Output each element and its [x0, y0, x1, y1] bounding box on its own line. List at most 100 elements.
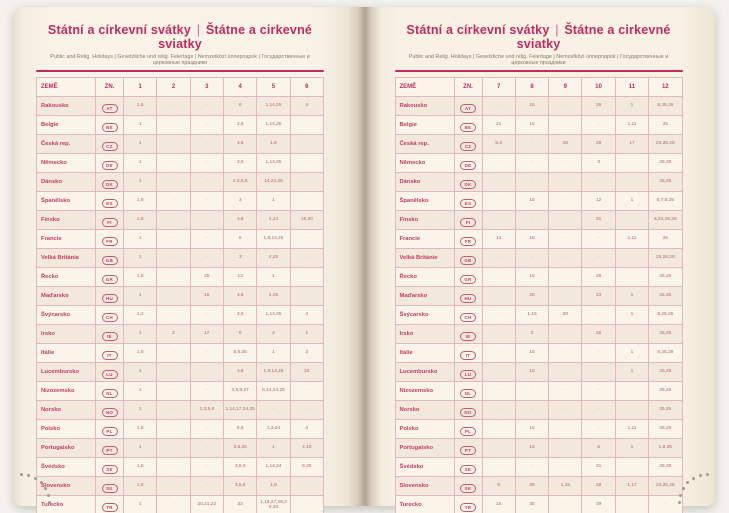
header-row: ZEMĚ ZN. 7 8 9 10 11 12	[394, 77, 683, 97]
holiday-dates-cell: 1,6	[122, 343, 158, 363]
holiday-dates-cell: 1,25	[256, 286, 291, 306]
holiday-dates-cell: -	[481, 343, 516, 363]
holiday-dates-cell: 5	[581, 438, 616, 458]
holiday-dates-cell: 28	[581, 476, 616, 496]
holiday-dates-cell: 25	[648, 229, 683, 249]
holiday-dates-cell: 28	[581, 267, 616, 287]
country-name: Polsko	[36, 419, 96, 439]
country-name: Švýcarsko	[394, 305, 455, 325]
holiday-dates-cell: -	[514, 153, 550, 173]
holiday-dates-cell: -	[156, 457, 191, 477]
code-cell: FR	[453, 229, 483, 249]
code-cell: AT	[453, 96, 483, 116]
table-row: Rakousko AT 1,6- -6 1,14,25 4	[36, 96, 325, 116]
table-row: Lucembursko LU -15- -1 25,26	[394, 362, 683, 382]
holiday-dates-cell: 6	[222, 324, 258, 344]
holiday-dates-cell: 5,6	[481, 134, 516, 154]
holiday-dates-cell: 25,26	[648, 324, 683, 344]
table-row: Itálie IT 1,6- -5,6,25 1 2	[36, 343, 325, 363]
country-name: Itálie	[36, 343, 96, 363]
table-row: Slovensko SK 5 29 1,15 28 1,17 24,25,26	[394, 476, 683, 496]
code-cell: DE	[95, 153, 124, 173]
code-cell: DE	[453, 153, 483, 173]
country-name: Německo	[36, 153, 96, 173]
code-cell: DK	[95, 172, 124, 192]
holiday-dates-cell: -	[581, 381, 616, 401]
holiday-dates-cell: 21	[481, 115, 516, 135]
code-cell: CZ	[453, 134, 483, 154]
table-row: Lucembursko LU 1- -3,6 1,9,14,25 23	[36, 362, 325, 382]
holiday-dates-cell: 4,10	[289, 438, 325, 458]
country-name: Francie	[394, 229, 455, 249]
holiday-dates-cell: -	[481, 362, 516, 382]
holiday-dates-cell: -	[548, 495, 583, 513]
country-code-badge: ES	[101, 199, 118, 208]
corner-dot	[27, 473, 31, 477]
holiday-dates-cell: 19,20	[289, 210, 325, 230]
holiday-dates-cell: 31	[581, 210, 616, 230]
holiday-dates-cell: -	[614, 172, 650, 192]
country-code-badge: FI	[460, 218, 476, 227]
holiday-dates-cell: 1,6	[122, 210, 158, 230]
country-name: Velká Británie	[394, 248, 455, 268]
country-code-badge: IE	[460, 332, 476, 341]
holiday-dates-cell: 15	[189, 286, 224, 306]
code-cell: GB	[453, 248, 483, 268]
holiday-dates-cell: 25,26	[648, 400, 683, 420]
holiday-dates-cell: -	[156, 381, 191, 401]
holiday-dates-cell: -	[189, 438, 224, 458]
table-row: Dánsko DK - - - - -25,26	[394, 172, 683, 192]
holiday-dates-cell: 15	[481, 495, 516, 513]
holiday-dates-cell: 29	[514, 476, 550, 496]
holiday-dates-cell: -	[156, 153, 191, 173]
holiday-dates-cell: 1,8,14,25	[256, 229, 291, 249]
title-czech: Státní a církevní svátky	[406, 23, 550, 37]
holiday-dates-cell: 1,9,14,25	[256, 362, 291, 382]
corner-dot	[698, 473, 702, 477]
holiday-dates-cell: 20	[514, 286, 550, 306]
holiday-dates-cell: -	[156, 172, 191, 192]
holiday-dates-cell: 1,2	[122, 305, 158, 325]
page-title: Státní a církevní svátky | Štátne a cirk…	[36, 23, 324, 51]
holiday-dates-cell: 1	[122, 400, 158, 420]
holiday-dates-cell: 24,25,26	[648, 134, 683, 154]
holiday-dates-cell: 1,14,25	[256, 96, 291, 116]
country-name: Belgie	[394, 115, 455, 135]
holiday-dates-cell: 17	[614, 134, 650, 154]
code-cell: GR	[453, 267, 483, 287]
country-code-badge: GR	[460, 275, 476, 284]
holiday-dates-cell: 25,26	[648, 153, 683, 173]
country-name: Norsko	[36, 400, 96, 420]
holiday-dates-cell: -	[189, 115, 224, 135]
holiday-dates-cell: 24,25,26	[648, 476, 683, 496]
code-cell: DK	[453, 172, 483, 192]
table-row: Španělsko ES 1,6- -3 1-	[36, 191, 325, 211]
holiday-dates-cell: -	[614, 267, 650, 287]
holiday-dates-cell: 1,11	[614, 419, 650, 439]
table-row: Řecko GR 1,6-25 13 1-	[36, 267, 325, 287]
table-row: Švédsko SE - - -31-25,26	[394, 457, 683, 477]
country-name: Lucembursko	[394, 362, 455, 382]
holiday-dates-cell: 25,26	[648, 381, 683, 401]
country-name: Dánsko	[36, 172, 96, 192]
holiday-dates-cell: 1	[289, 324, 325, 344]
holiday-dates-cell: -	[581, 172, 616, 192]
holiday-dates-cell: -	[289, 381, 325, 401]
code-cell: PT	[95, 438, 124, 458]
country-name: Turecko	[36, 495, 96, 513]
holiday-dates-cell: -	[514, 172, 550, 192]
header-month-8: 8	[514, 77, 550, 97]
holiday-dates-cell: -	[481, 286, 516, 306]
holiday-dates-cell: -	[189, 172, 224, 192]
country-code-badge: IT	[460, 351, 476, 360]
holiday-dates-cell: 6	[222, 229, 258, 249]
country-code-badge: AT	[101, 104, 118, 113]
holiday-dates-cell: 20,21,22	[189, 495, 224, 513]
country-name: Finsko	[36, 210, 96, 230]
code-cell: IE	[453, 324, 483, 344]
code-cell: LU	[95, 362, 124, 382]
holiday-dates-cell: -	[614, 457, 650, 477]
holiday-dates-cell: 25	[189, 267, 224, 287]
holiday-dates-cell: -	[481, 324, 516, 344]
holiday-dates-cell: -	[581, 362, 616, 382]
